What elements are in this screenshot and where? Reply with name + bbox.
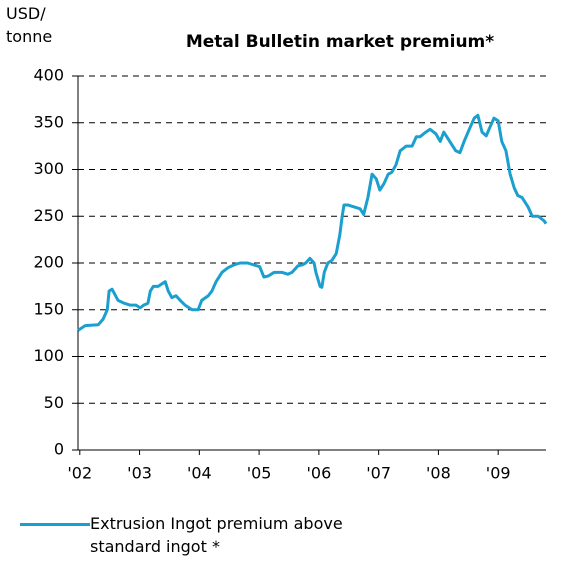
legend-swatch (20, 523, 90, 526)
y-tick-label: 0 (54, 440, 64, 459)
legend-label: Extrusion Ingot premium above standard i… (90, 514, 343, 556)
y-tick-label: 300 (33, 159, 64, 178)
x-tick-label: '05 (247, 464, 272, 483)
x-tick-label: '09 (486, 464, 511, 483)
y-tick-label: 50 (44, 393, 64, 412)
chart-title: Metal Bulletin market premium* (186, 32, 494, 52)
x-tick-label: '04 (187, 464, 212, 483)
x-tick-label: '03 (127, 464, 152, 483)
y-tick-label: 150 (33, 299, 64, 318)
x-tick-label: '07 (366, 464, 391, 483)
chart: Metal Bulletin market premium* 0 50 100 150… (33, 32, 548, 483)
y-tick-label: 350 (33, 112, 64, 131)
legend: Extrusion Ingot premium above standard i… (20, 512, 360, 558)
y-tick-label: 250 (33, 206, 64, 225)
y-tick-label: 100 (33, 346, 64, 365)
data-line (77, 113, 548, 332)
y-tick-label: 400 (33, 66, 64, 85)
x-tick-label: '02 (67, 464, 92, 483)
x-tick-label: '08 (426, 464, 451, 483)
y-tick-label: 200 (33, 253, 64, 272)
y-axis-label: USD/ tonne (6, 4, 53, 46)
x-tick-label: '06 (306, 464, 331, 483)
